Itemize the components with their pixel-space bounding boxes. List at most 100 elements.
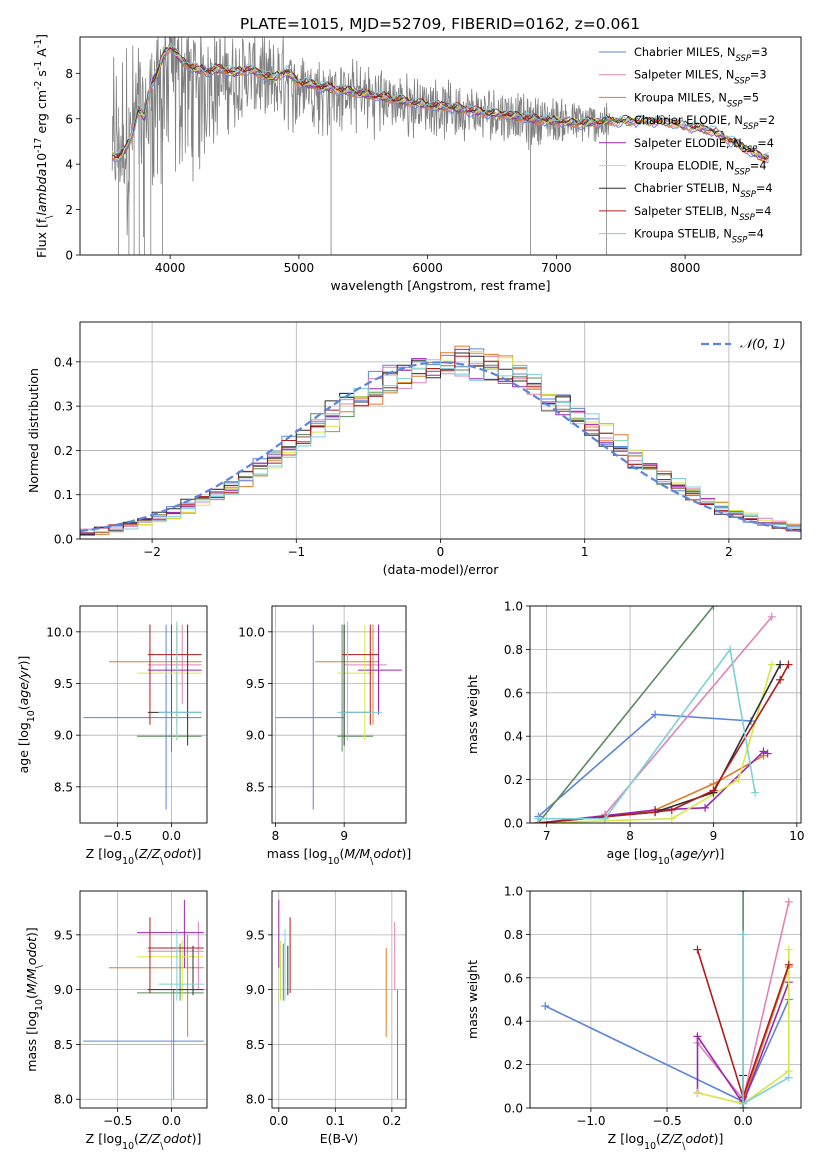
y-tick-label: 0 (65, 249, 73, 263)
residual-plot-area (80, 345, 801, 536)
x-tick-label: −1 (287, 545, 305, 559)
y-tick-label: 9.0 (54, 729, 73, 743)
weight-line (538, 664, 781, 823)
legend-label-sub: SSP (735, 53, 751, 63)
y-tick-label: 0.6 (504, 971, 523, 985)
legend-label-suffix: =4 (756, 182, 773, 195)
y-axis-label-part: )] (16, 656, 31, 666)
x-axis-label-sub: 10 (328, 856, 340, 867)
legend-label-main: Chabrier STELIB, N (634, 182, 740, 195)
axes-frame (529, 890, 802, 1109)
y-axis-label-part: age [log (16, 722, 31, 773)
y-tick-label: 10.0 (46, 625, 73, 639)
y-tick-label: 8.0 (246, 1093, 265, 1107)
mass_vs_ebv-plot-area (278, 899, 399, 1100)
y-tick-label: 0.0 (54, 533, 73, 547)
x-axis-label: (data-model)/error (383, 562, 500, 577)
weight_vs_Z-panel: −1.0 −0.5 0.0 0.0 0.2 0.4 0.6 0.8 1.0 Z [log10(Z/… (465, 885, 802, 1152)
x-tick-label: 0 (437, 545, 445, 559)
y-axis-label-part: 10 (34, 153, 49, 169)
age_vs_mass-panel: 8 9 8.5 9.0 9.5 10.0 mass [log10(M/M\odot)] (238, 605, 411, 867)
mass_vs_Z-panel: −0.5 0.08.08.59.09.5Z [log10(Z/Z\odot)]ma… (24, 890, 208, 1152)
legend-label-suffix: =4 (750, 160, 767, 173)
y-axis-label: Flux [f\lambda10-17 erg cm-2 s-1 A-1] (33, 34, 55, 258)
y-tick-label: 0.4 (54, 355, 73, 369)
residual-histogram (80, 355, 801, 534)
legend-label: 𝒩(0, 1) (740, 336, 786, 351)
legend-label-suffix: =5 (742, 91, 759, 104)
x-axis-label-part: ( (339, 846, 344, 861)
legend-label-sub: SSP (743, 121, 759, 131)
x-tick-label: 7 (543, 829, 551, 843)
x-axis-label-part: )] (401, 846, 411, 861)
model-spectrum-line (111, 42, 769, 157)
y-tick-label: 8.0 (54, 1093, 73, 1107)
y-axis-label-sub: 10 (34, 999, 45, 1011)
x-tick-label: 0.0 (734, 1114, 753, 1128)
legend-label-suffix: =2 (758, 114, 775, 127)
age_vs_Z-plot-area (83, 621, 202, 810)
weight-line (697, 949, 790, 1105)
x-axis-label-part: )] (714, 1131, 724, 1146)
y-axis-label-part: ] (34, 34, 49, 39)
y-tick-label: 8.5 (54, 780, 73, 794)
x-axis-label-sub: 10 (122, 856, 134, 867)
x-tick-label: −0.5 (103, 829, 132, 843)
x-tick-label: 9 (340, 829, 348, 843)
y-axis-label-sup: -2 (33, 81, 44, 90)
legend-label-main: Salpeter MILES, N (634, 69, 734, 82)
x-tick-label: 0.1 (326, 1114, 345, 1128)
y-axis-label: mass weight (465, 675, 480, 754)
x-tick-label: 0.0 (162, 829, 181, 843)
x-tick-label: 4000 (155, 261, 186, 275)
y-tick-label: 0.4 (504, 1015, 523, 1029)
x-tick-label: 8000 (670, 261, 701, 275)
y-tick-label: 9.5 (246, 928, 265, 942)
axes-frame (271, 605, 407, 824)
x-axis-label-part: )] (715, 846, 725, 861)
x-tick-label: 0.2 (382, 1114, 401, 1128)
y-tick-label: 0.0 (504, 1102, 523, 1116)
x-tick-label: −1.0 (576, 1114, 605, 1128)
legend-label-main: Salpeter STELIB, N (634, 205, 739, 218)
y-tick-label: 0.3 (54, 400, 73, 414)
y-axis-label-part: mass [log (24, 1011, 39, 1072)
x-axis-label-sub: 10 (658, 856, 670, 867)
legend-label: Chabrier STELIB, NSSP=4 (634, 182, 773, 199)
y-tick-label: 9.0 (246, 983, 265, 997)
y-axis-label-sup: -1 (33, 61, 44, 70)
y-tick-label: 9.5 (54, 677, 73, 691)
x-axis-label-part: age/yr (675, 846, 716, 861)
y-axis-label-sup: -17 (33, 137, 44, 152)
y-tick-label: 8 (65, 67, 73, 81)
x-axis-label-sub: 10 (644, 1141, 656, 1152)
legend-label-sub: SSP (740, 189, 756, 199)
y-tick-label: 0.2 (54, 444, 73, 458)
x-axis-label-part: Z/Z (660, 1131, 683, 1146)
x-tick-label: −0.5 (652, 1114, 681, 1128)
age_vs_mass-plot-area (275, 621, 402, 810)
x-axis-label-part: Z [log (608, 1131, 644, 1146)
x-axis-label: mass [log10(M/M\odot)] (267, 846, 411, 867)
x-axis-label-sub: \ (682, 1141, 686, 1152)
y-axis-label-part: Normed distribution (26, 368, 41, 493)
y-axis-label: mass [log10(M/M\odot)] (24, 927, 45, 1071)
x-axis-label-part: (data-model)/error (383, 562, 500, 577)
x-tick-label: 0.0 (269, 1114, 288, 1128)
x-tick-label: 8 (272, 829, 280, 843)
x-tick-label: 7000 (541, 261, 572, 275)
x-axis-label-part: mass [log (267, 846, 328, 861)
mass_vs_Z-plot-area (83, 899, 204, 1100)
y-tick-label: 0.8 (504, 643, 523, 657)
x-tick-label: −0.5 (103, 1114, 132, 1128)
x-axis-label-part: )] (192, 1131, 202, 1146)
x-axis-label-part: )] (192, 846, 202, 861)
y-axis-label-part: A (34, 48, 49, 61)
y-tick-label: 0.0 (504, 817, 523, 831)
y-tick-label: 0.1 (54, 488, 73, 502)
x-axis-label-sub: \ (160, 1141, 164, 1152)
weight-line (538, 664, 790, 823)
legend-label-main: Kroupa ELODIE, N (634, 160, 734, 173)
